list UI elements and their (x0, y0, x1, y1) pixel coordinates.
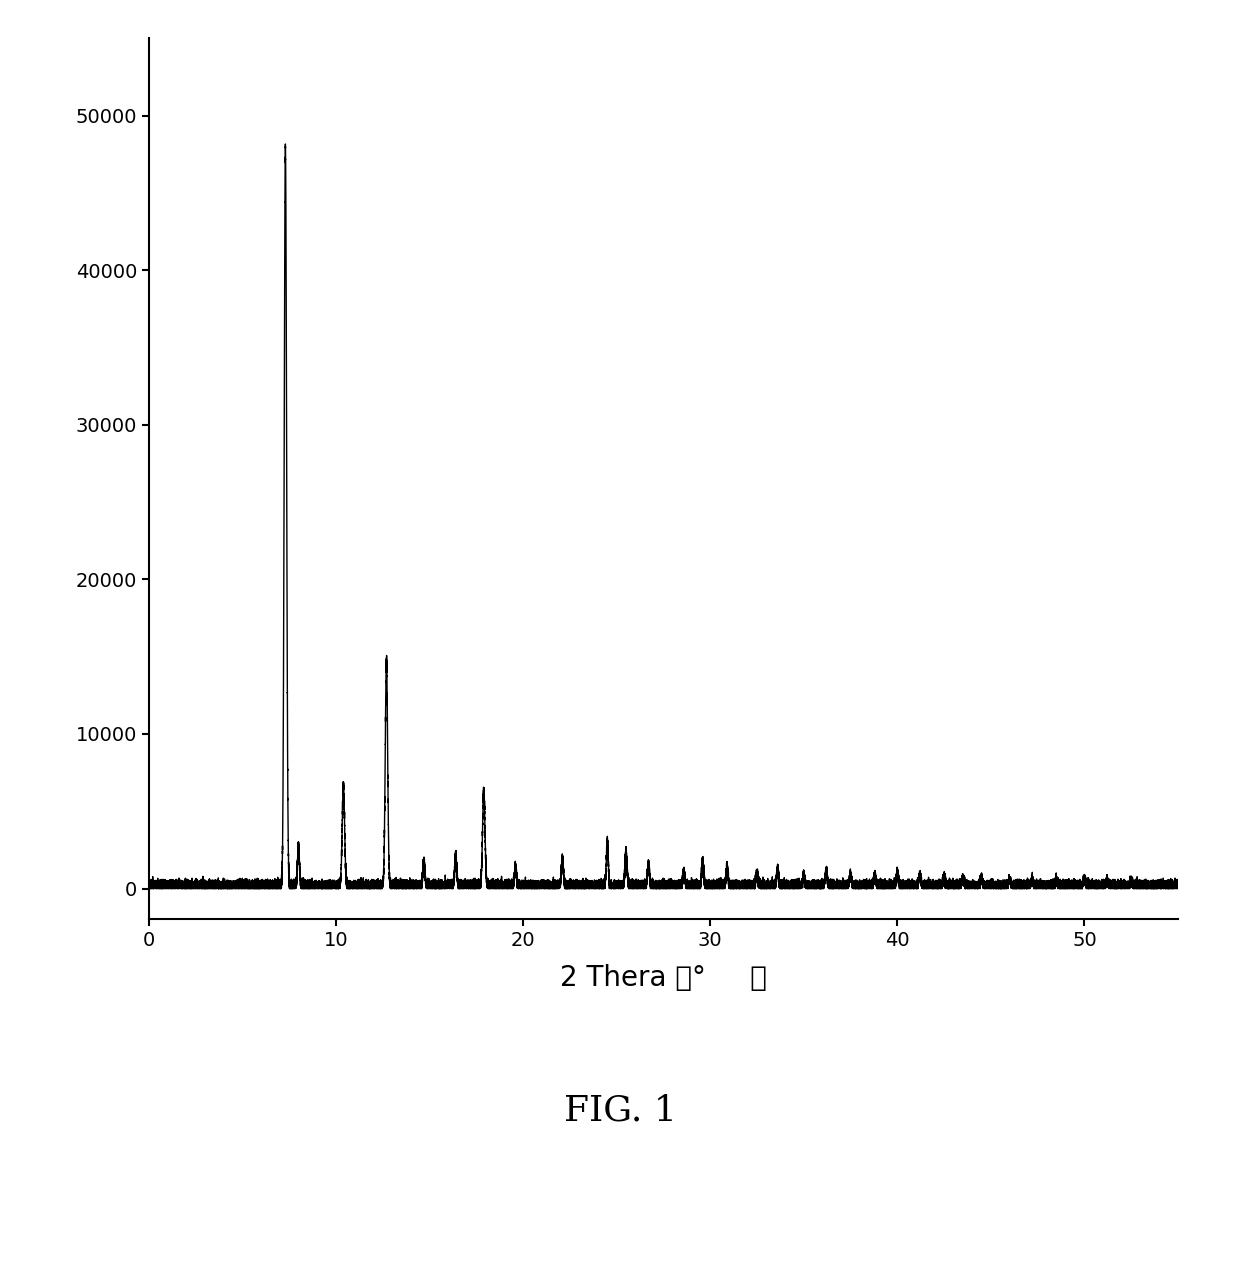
X-axis label: 2 Thera （°     ）: 2 Thera （° ） (560, 964, 766, 992)
Text: FIG. 1: FIG. 1 (563, 1094, 677, 1128)
